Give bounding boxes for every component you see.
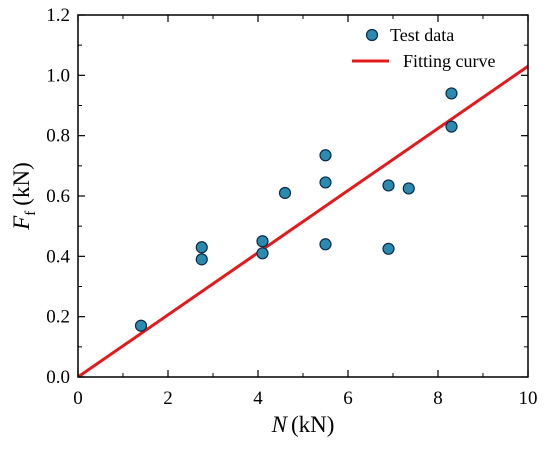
test-data-point — [278, 186, 292, 200]
plot-frame — [77, 14, 529, 378]
legend-label-fitting-curve: Fitting curve — [403, 51, 496, 71]
test-data-point — [319, 176, 332, 189]
legend-label-test-data: Test data — [390, 25, 454, 45]
test-data-point — [382, 179, 395, 192]
y-tick-label: 0.6 — [46, 186, 70, 207]
x-tick-label: 10 — [519, 388, 538, 409]
y-tick-label: 1.2 — [46, 5, 70, 26]
fitting-curve-line — [78, 65, 528, 377]
test-data-point — [195, 253, 208, 266]
test-data-point — [402, 182, 415, 195]
test-data-point — [382, 242, 395, 255]
x-tick-label: 8 — [433, 388, 443, 409]
x-tick-label: 2 — [163, 388, 173, 409]
test-data-point — [445, 87, 458, 100]
test-data-point — [319, 149, 332, 162]
legend-marker-test-data — [365, 28, 379, 42]
y-axis-title: Ff(kN) — [9, 162, 39, 231]
y-tick-label: 0.4 — [46, 246, 70, 267]
y-tick-label: 1.0 — [46, 65, 70, 86]
x-tick-label: 0 — [73, 388, 83, 409]
x-tick-label: 4 — [253, 388, 263, 409]
test-data-point — [445, 120, 458, 133]
test-data-point — [256, 235, 269, 248]
test-data-point — [195, 241, 208, 254]
series-layer — [78, 65, 528, 377]
x-axis-title: N (kN) — [271, 412, 335, 437]
x-tick-label: 6 — [343, 388, 353, 409]
test-data-point — [319, 238, 332, 251]
legend: Test data Fitting curve — [352, 25, 496, 71]
test-data-point — [256, 247, 269, 260]
test-data-point — [134, 319, 148, 332]
y-tick-label: 0.2 — [46, 307, 70, 328]
y-tick-label: 0.0 — [46, 367, 70, 388]
y-tick-label: 0.8 — [46, 126, 70, 147]
